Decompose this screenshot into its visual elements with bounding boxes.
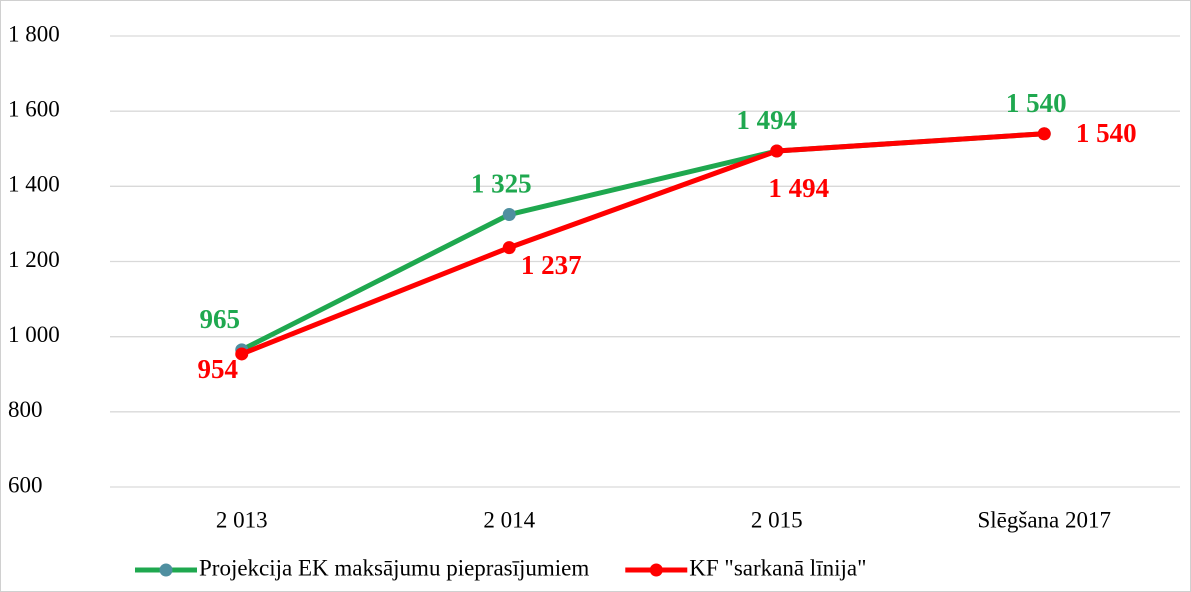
point	[502, 241, 516, 255]
x-tick-label: 2 013	[216, 507, 268, 532]
y-tick-label: 1 400	[8, 172, 60, 197]
legend-marker	[649, 563, 663, 577]
legend-label: KF "sarkanā līnija"	[689, 555, 866, 580]
y-tick-label: 1 000	[8, 322, 60, 347]
value-label: 1 325	[471, 169, 532, 199]
legend-marker	[159, 563, 173, 577]
y-tick-label: 800	[8, 397, 43, 422]
value-label: 1 494	[768, 173, 829, 203]
value-label: 1 494	[736, 105, 797, 135]
value-label: 1 540	[1076, 118, 1137, 148]
value-label: 965	[200, 304, 241, 334]
value-label: 1 540	[1006, 88, 1067, 118]
point	[235, 347, 249, 361]
point	[502, 208, 516, 222]
value-label: 1 237	[521, 250, 582, 280]
x-tick-label: 2 014	[483, 507, 535, 532]
value-label: 954	[198, 354, 239, 384]
series-line	[240, 131, 1045, 357]
y-tick-label: 600	[8, 472, 43, 497]
point	[770, 144, 784, 158]
y-tick-label: 1 200	[8, 247, 60, 272]
point	[1037, 127, 1051, 141]
legend-label: Projekcija EK maksājumu pieprasījumiem	[199, 555, 589, 580]
y-tick-label: 1 800	[8, 21, 60, 46]
x-tick-label: 2 015	[751, 507, 803, 532]
y-tick-label: 1 600	[8, 96, 60, 121]
x-tick-label: Slēgšana 2017	[977, 507, 1111, 532]
